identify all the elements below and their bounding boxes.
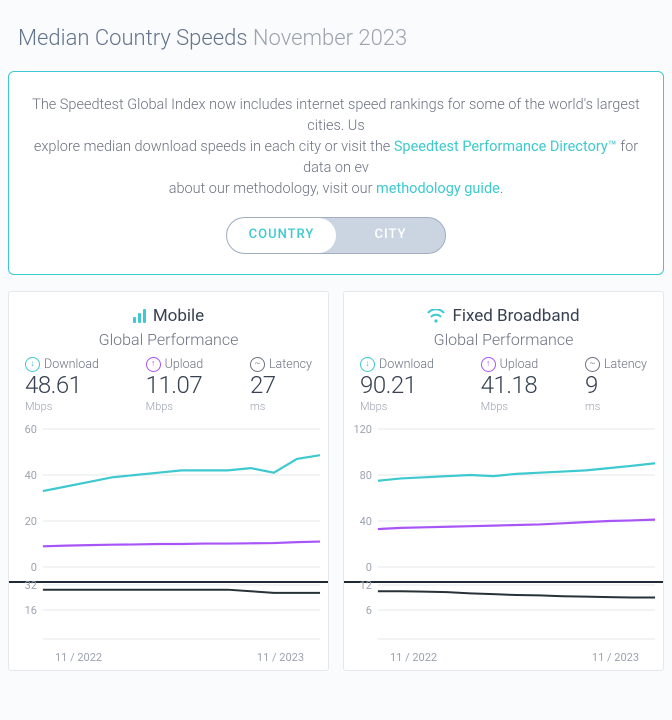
toggle-city[interactable]: CITY xyxy=(336,218,445,253)
page-title: Median Country Speeds November 2023 xyxy=(0,0,672,63)
svg-text:32: 32 xyxy=(25,581,37,592)
info-box: The Speedtest Global Index now includes … xyxy=(8,71,664,275)
svg-text:80: 80 xyxy=(360,469,372,482)
page-title-label: Median Country Speeds xyxy=(18,26,248,51)
metric-label: Latency xyxy=(269,357,312,372)
latency-icon: ~ xyxy=(585,357,600,372)
page-title-period: November 2023 xyxy=(253,26,407,51)
broadband-panel: Fixed Broadband Global Performance ↓ Down… xyxy=(343,291,664,671)
svg-text:20: 20 xyxy=(25,515,37,528)
mobile-xaxis: 11 / 2022 11 / 2023 xyxy=(21,649,316,664)
mobile-upload-value: 11.07 xyxy=(146,372,204,400)
xaxis-end: 11 / 2023 xyxy=(592,651,639,664)
info-text: . xyxy=(500,180,503,197)
mobile-latency-chart: 1632 xyxy=(9,581,328,649)
broadband-speed-chart: 0 40 80 120 xyxy=(344,423,663,577)
svg-text:40: 40 xyxy=(25,469,37,482)
mobile-download-value: 48.61 xyxy=(25,372,99,400)
wifi-icon xyxy=(427,309,445,323)
svg-text:120: 120 xyxy=(353,423,371,436)
xaxis-start: 11 / 2022 xyxy=(55,651,102,664)
download-icon: ↓ xyxy=(360,357,375,372)
broadband-latency-value: 9 xyxy=(585,372,647,400)
broadband-metrics: ↓Download 90.21 Mbps ↑Upload 41.18 Mbps … xyxy=(356,357,651,419)
metric-unit: Mbps xyxy=(25,400,99,413)
info-text: about our methodology, visit our xyxy=(169,180,376,197)
mobile-latency-metric: ~ Latency 27 ms xyxy=(250,357,312,413)
broadband-download-metric: ↓ Download 90.21 Mbps xyxy=(360,357,434,413)
mobile-download-metric: ↓ Download 48.61 Mbps xyxy=(25,357,99,413)
broadband-title: Fixed Broadband xyxy=(452,306,579,326)
broadband-latency-chart: 6 12 xyxy=(344,581,663,649)
metric-label: Latency xyxy=(604,357,647,372)
mobile-upload-metric: ↑ Upload 11.07 Mbps xyxy=(146,357,204,413)
upload-icon: ↑ xyxy=(481,357,496,372)
info-text: explore median download speeds in each c… xyxy=(34,138,394,155)
svg-text:0: 0 xyxy=(31,561,37,573)
xaxis-start: 11 / 2022 xyxy=(390,651,437,664)
metric-label: Download xyxy=(379,357,434,372)
country-city-toggle[interactable]: COUNTRY CITY xyxy=(226,217,446,254)
latency-icon: ~ xyxy=(250,357,265,372)
performance-directory-link[interactable]: Speedtest Performance Directory™ xyxy=(394,138,617,155)
broadband-upload-metric: ↑ Upload 41.18 Mbps xyxy=(481,357,539,413)
info-text: The Speedtest Global Index now includes … xyxy=(32,96,640,134)
mobile-latency-value: 27 xyxy=(250,372,312,400)
metric-unit: Mbps xyxy=(146,400,204,413)
metric-unit: Mbps xyxy=(360,400,434,413)
broadband-subtitle: Global Performance xyxy=(356,330,651,349)
svg-text:60: 60 xyxy=(25,423,37,436)
metric-label: Upload xyxy=(165,357,204,372)
mobile-metrics: ↓Download 48.61 Mbps ↑Upload 11.07 Mbps … xyxy=(21,357,316,419)
xaxis-end: 11 / 2023 xyxy=(257,651,304,664)
svg-text:12: 12 xyxy=(360,581,372,592)
svg-text:16: 16 xyxy=(25,604,37,617)
broadband-download-value: 90.21 xyxy=(360,372,434,400)
broadband-xaxis: 11 / 2022 11 / 2023 xyxy=(356,649,651,664)
metric-label: Upload xyxy=(500,357,539,372)
broadband-latency-metric: ~ Latency 9 ms xyxy=(585,357,647,413)
mobile-icon xyxy=(133,309,146,323)
metric-label: Download xyxy=(44,357,99,372)
svg-text:0: 0 xyxy=(366,561,372,573)
methodology-link[interactable]: methodology guide xyxy=(376,180,500,197)
mobile-speed-chart: 0 20 40 60 xyxy=(9,423,328,577)
svg-text:6: 6 xyxy=(366,604,372,617)
upload-icon: ↑ xyxy=(146,357,161,372)
metric-unit: Mbps xyxy=(481,400,539,413)
broadband-upload-value: 41.18 xyxy=(481,372,539,400)
toggle-country[interactable]: COUNTRY xyxy=(227,218,336,253)
svg-text:40: 40 xyxy=(360,515,372,528)
mobile-subtitle: Global Performance xyxy=(21,330,316,349)
download-icon: ↓ xyxy=(25,357,40,372)
mobile-panel: Mobile Global Performance ↓ Download 48.6… xyxy=(8,291,329,671)
metric-unit: ms xyxy=(585,400,647,413)
mobile-title: Mobile xyxy=(153,306,204,326)
metric-unit: ms xyxy=(250,400,312,413)
